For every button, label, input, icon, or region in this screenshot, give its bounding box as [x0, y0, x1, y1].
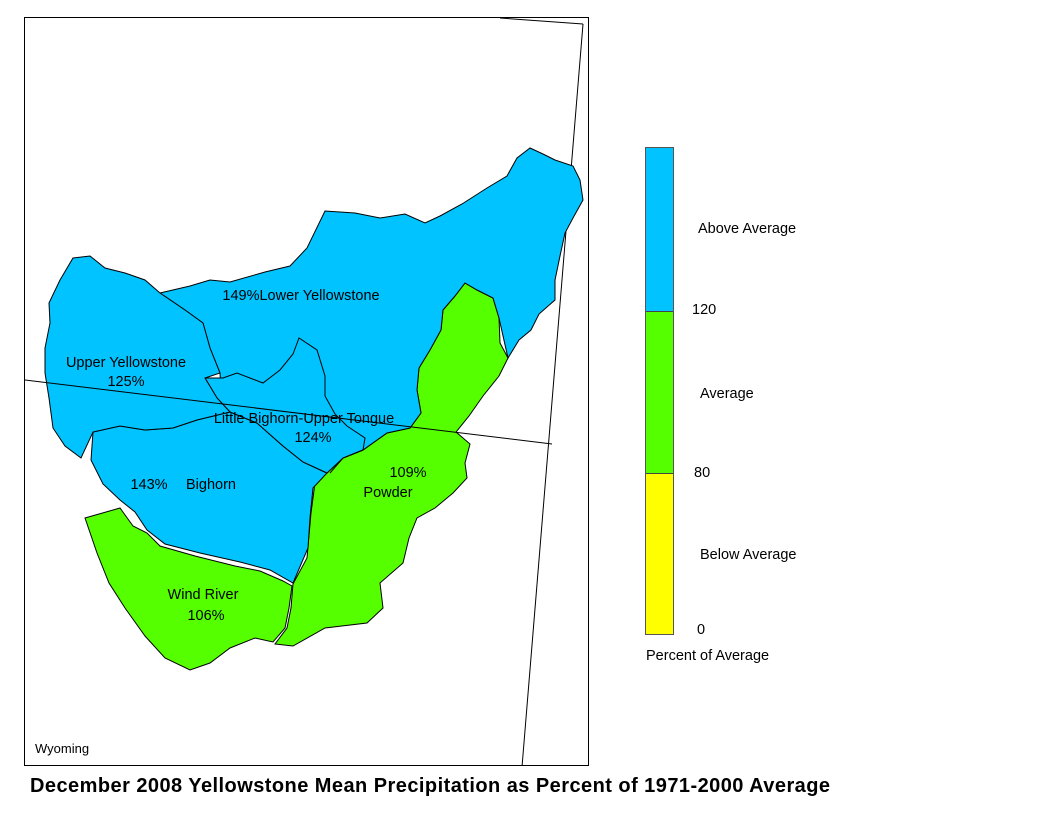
legend-color-bar: [645, 147, 674, 635]
legend-tick-0: 0: [697, 622, 706, 638]
label-wind-river: Wind River: [167, 587, 239, 603]
basin-upper-yellowstone[interactable]: [44, 255, 231, 459]
legend-swatch-average: [646, 311, 673, 474]
label-lower-yellowstone: 149%Lower Yellowstone: [222, 288, 380, 304]
state-label: Wyoming: [35, 741, 90, 756]
legend-label-average: Average: [700, 386, 754, 402]
legend-swatch-above: [646, 148, 673, 311]
label-upper-yellowstone: Upper Yellowstone: [65, 355, 187, 371]
legend-title: Percent of Average: [646, 648, 770, 664]
value-upper-yellowstone: 125%: [107, 374, 145, 390]
value-bighorn: 143%: [130, 477, 168, 493]
value-powder: 109%: [389, 465, 427, 481]
basin-wind-river[interactable]: [84, 507, 293, 671]
basin-little-bighorn-upper-tongue[interactable]: [204, 337, 366, 474]
basin-map: [25, 18, 584, 765]
legend-label-below: Below Average: [700, 547, 797, 563]
legend-swatch-below: [646, 473, 673, 634]
label-powder: Powder: [363, 485, 413, 501]
map-frame: 149%Lower Yellowstone Upper Yellowstone …: [24, 17, 589, 766]
legend-tick-120: 120: [692, 302, 717, 318]
figure-title: December 2008 Yellowstone Mean Precipita…: [30, 775, 831, 797]
legend-tick-80: 80: [694, 465, 711, 481]
divide-line: [329, 449, 364, 474]
label-bighorn: Bighorn: [186, 477, 236, 493]
state-boundary-south: [25, 379, 553, 445]
state-boundary-east: [521, 23, 584, 765]
legend-label-above: Above Average: [698, 221, 797, 237]
state-boundary-north: [499, 18, 584, 25]
value-little-bighorn-upper-tongue: 124%: [294, 430, 332, 446]
value-wind-river: 106%: [187, 608, 225, 624]
label-little-bighorn-upper-tongue: Little Bighorn-Upper Tongue: [213, 411, 395, 427]
